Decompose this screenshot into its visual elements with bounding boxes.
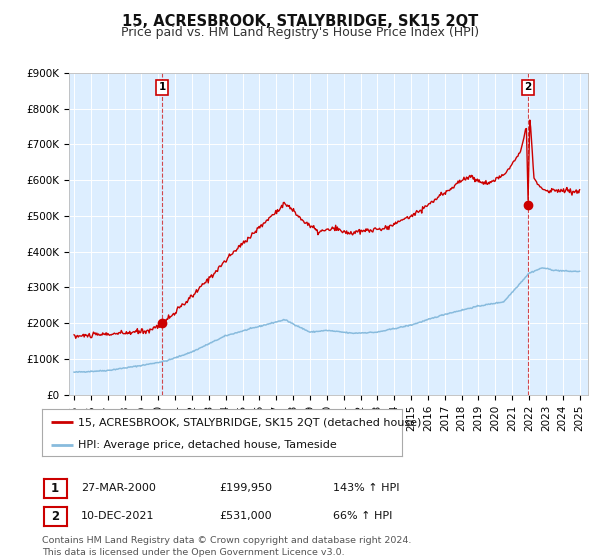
Text: 143% ↑ HPI: 143% ↑ HPI — [333, 483, 400, 493]
Text: 27-MAR-2000: 27-MAR-2000 — [81, 483, 156, 493]
Text: £531,000: £531,000 — [219, 511, 272, 521]
Text: 15, ACRESBROOK, STALYBRIDGE, SK15 2QT: 15, ACRESBROOK, STALYBRIDGE, SK15 2QT — [122, 14, 478, 29]
Text: Contains HM Land Registry data © Crown copyright and database right 2024.
This d: Contains HM Land Registry data © Crown c… — [42, 536, 412, 557]
Text: HPI: Average price, detached house, Tameside: HPI: Average price, detached house, Tame… — [78, 440, 337, 450]
Text: £199,950: £199,950 — [219, 483, 272, 493]
Text: 2: 2 — [51, 510, 59, 523]
Text: Price paid vs. HM Land Registry's House Price Index (HPI): Price paid vs. HM Land Registry's House … — [121, 26, 479, 39]
Text: 10-DEC-2021: 10-DEC-2021 — [81, 511, 155, 521]
Text: 2: 2 — [524, 82, 532, 92]
Text: 66% ↑ HPI: 66% ↑ HPI — [333, 511, 392, 521]
Text: 1: 1 — [158, 82, 166, 92]
Text: 1: 1 — [51, 482, 59, 495]
Text: 15, ACRESBROOK, STALYBRIDGE, SK15 2QT (detached house): 15, ACRESBROOK, STALYBRIDGE, SK15 2QT (d… — [78, 417, 421, 427]
